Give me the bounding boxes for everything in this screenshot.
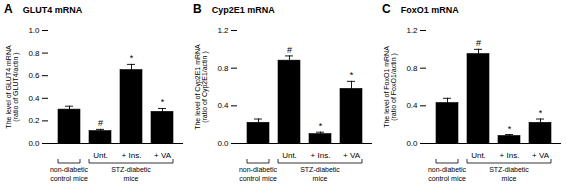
svg-text:0.6: 0.6 (28, 71, 40, 80)
svg-text:+ Ins.: + Ins. (500, 151, 520, 160)
html-text:C: C (382, 2, 391, 16)
svg-text:0.8: 0.8 (406, 64, 418, 73)
svg-text:non-diabeticcontrol mice: non-diabeticcontrol mice (50, 166, 89, 182)
svg-text:The level of Cyp2E1 mRNA(ratio: The level of Cyp2E1 mRNA(ratio of Cyp2E1… (194, 44, 209, 130)
html-text:Cyp2E1 mRNA: Cyp2E1 mRNA (211, 5, 275, 15)
svg-text:non-diabeticcontrol mice: non-diabeticcontrol mice (239, 166, 278, 182)
svg-text:+ VA: + VA (532, 151, 550, 160)
svg-text:1.2: 1.2 (217, 26, 229, 35)
svg-text:STZ-diabeticmice: STZ-diabeticmice (489, 166, 529, 182)
svg-text:Unt.: Unt. (282, 151, 297, 160)
svg-text:STZ-diabeticmice: STZ-diabeticmice (300, 166, 340, 182)
html-text:FoxO1 mRNA: FoxO1 mRNA (400, 5, 459, 15)
svg-text:#: # (98, 118, 103, 128)
svg-text:*: * (539, 108, 543, 118)
html-text:A: A (4, 2, 13, 16)
svg-text:The level of GLUT4 mRNA(ratio: The level of GLUT4 mRNA(ratio of GLUT4/a… (5, 45, 20, 129)
svg-text:1.0: 1.0 (28, 26, 40, 35)
svg-text:+ VA: + VA (343, 151, 361, 160)
svg-text:0.0: 0.0 (28, 139, 40, 148)
svg-text:Unt.: Unt. (93, 151, 108, 160)
svg-text:0.0: 0.0 (406, 139, 418, 148)
svg-text:non-diabeticcontrol mice: non-diabeticcontrol mice (428, 166, 467, 182)
svg-text:0.8: 0.8 (217, 64, 229, 73)
svg-text:*: * (319, 121, 323, 131)
html-text:B: B (193, 2, 202, 16)
svg-text:*: * (130, 53, 134, 63)
html-text:GLUT4 mRNA: GLUT4 mRNA (22, 5, 83, 15)
svg-text:*: * (350, 70, 354, 80)
svg-text:The level of FoxO1 mRNA(ratio: The level of FoxO1 mRNA(ratio of FoxO1/a… (383, 46, 398, 128)
svg-text:STZ-diabeticmice: STZ-diabeticmice (111, 166, 151, 182)
svg-text:0.2: 0.2 (28, 116, 40, 125)
svg-text:*: * (161, 97, 165, 107)
svg-text:0.4: 0.4 (406, 101, 418, 110)
svg-text:*: * (508, 124, 512, 134)
svg-text:0.4: 0.4 (28, 94, 40, 103)
svg-text:0.8: 0.8 (28, 49, 40, 58)
svg-text:+ VA: + VA (154, 151, 172, 160)
svg-text:1.2: 1.2 (406, 26, 418, 35)
svg-text:#: # (287, 45, 292, 55)
svg-text:+ Ins.: + Ins. (122, 151, 142, 160)
svg-text:0.4: 0.4 (217, 101, 229, 110)
svg-text:#: # (476, 38, 481, 48)
svg-text:0.0: 0.0 (217, 139, 229, 148)
svg-text:+ Ins.: + Ins. (311, 151, 331, 160)
svg-text:Unt.: Unt. (471, 151, 486, 160)
